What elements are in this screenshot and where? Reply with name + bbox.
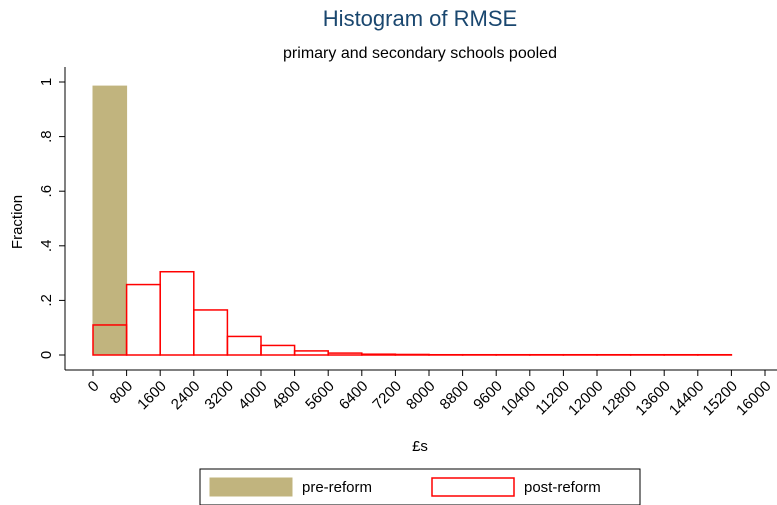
chart-title: Histogram of RMSE bbox=[323, 6, 517, 31]
histogram-bar bbox=[92, 85, 128, 356]
y-axis-label: Fraction bbox=[9, 195, 26, 249]
histogram-bar bbox=[193, 309, 229, 356]
legend-label: post-reform bbox=[524, 479, 601, 496]
legend-swatch bbox=[209, 477, 293, 497]
chart-subtitle: primary and secondary schools pooled bbox=[283, 45, 557, 62]
y-tick-label: .6 bbox=[38, 185, 55, 198]
y-tick-label: 1 bbox=[38, 78, 55, 86]
legend-swatch bbox=[431, 477, 515, 497]
y-tick-label: .4 bbox=[38, 240, 55, 253]
plot-area bbox=[65, 67, 777, 370]
legend-label: pre-reform bbox=[302, 479, 372, 496]
histogram-bar bbox=[361, 353, 397, 356]
histogram-bar bbox=[394, 353, 430, 356]
y-tick-label: .2 bbox=[38, 294, 55, 307]
y-tick-label: 0 bbox=[38, 351, 55, 359]
x-axis-label: £s bbox=[412, 438, 428, 455]
y-tick-label: .8 bbox=[38, 130, 55, 143]
